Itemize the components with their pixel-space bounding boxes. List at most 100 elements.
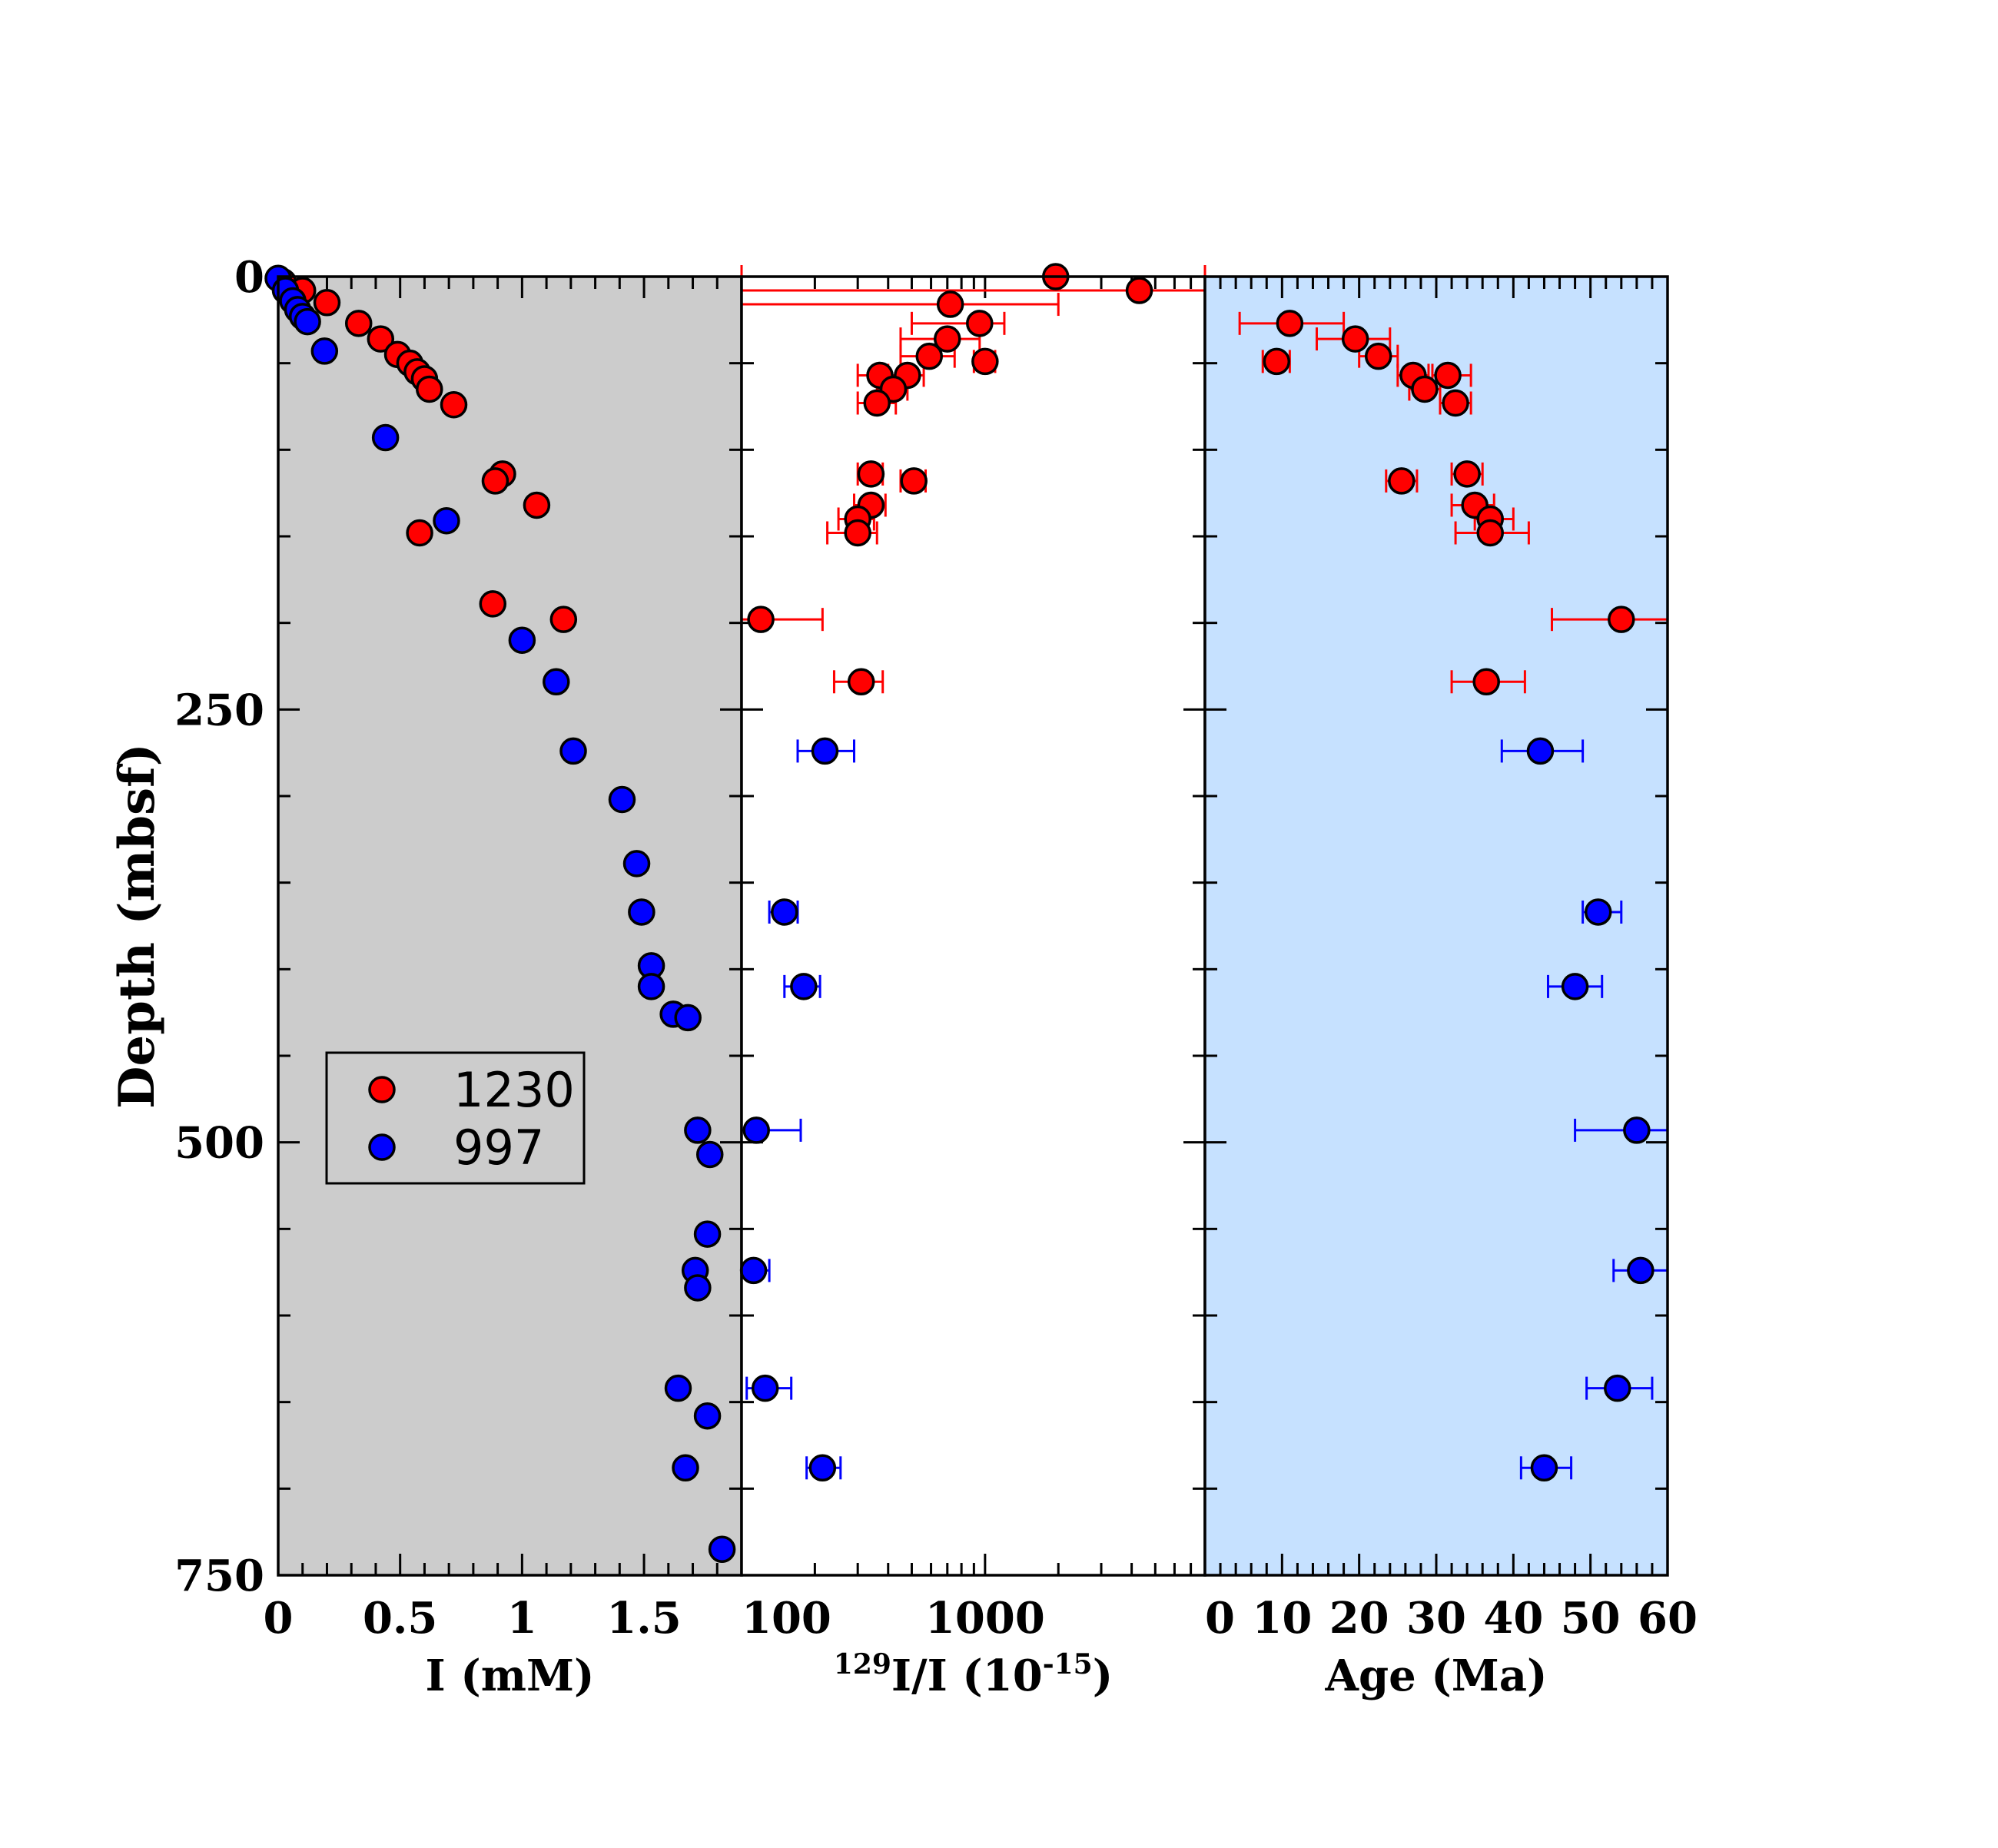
- data-point: [747, 605, 775, 633]
- data-point: [693, 1402, 722, 1430]
- data-point: [1341, 325, 1369, 353]
- data-point: [900, 467, 928, 495]
- data-point: [684, 1274, 712, 1302]
- data-point: [844, 519, 871, 547]
- data-point: [771, 898, 798, 926]
- panel-background: [742, 277, 1205, 1575]
- x-tick-label: 0.5: [363, 1593, 437, 1644]
- data-point: [1627, 1256, 1654, 1285]
- data-point: [934, 325, 961, 353]
- data-point: [406, 519, 433, 547]
- data-point: [294, 307, 321, 336]
- series-997: [1500, 737, 1669, 1482]
- data-point: [915, 342, 943, 370]
- data-point: [313, 289, 341, 317]
- y-axis-label: Depth (mbsf): [108, 743, 166, 1109]
- data-point: [1526, 737, 1555, 765]
- x-tick-label: 10: [1252, 1593, 1312, 1644]
- data-point: [608, 785, 636, 814]
- data-point: [1604, 1374, 1631, 1402]
- data-point: [371, 423, 400, 452]
- data-point: [1584, 898, 1612, 926]
- data-point: [481, 467, 509, 495]
- data-point: [637, 973, 665, 1000]
- data-point: [1472, 668, 1500, 696]
- x-tick-label: 1: [507, 1593, 537, 1644]
- legend-box: [325, 1051, 586, 1185]
- data-point: [1388, 467, 1416, 495]
- panel-background: [1205, 277, 1668, 1575]
- x-axis-label: 129I/I (10-15): [834, 1648, 1113, 1701]
- data-point: [479, 590, 507, 618]
- data-point: [523, 491, 551, 519]
- x-tick-label: 60: [1638, 1593, 1698, 1644]
- x-axis-label: I (mM): [426, 1651, 595, 1701]
- data-point: [344, 310, 373, 337]
- data-point: [936, 290, 964, 318]
- x-tick-label: 30: [1406, 1593, 1466, 1644]
- panel-background: [278, 277, 742, 1575]
- data-point: [1276, 310, 1304, 337]
- data-point: [672, 1454, 699, 1482]
- data-point: [628, 898, 655, 926]
- data-point: [310, 337, 339, 365]
- data-point: [693, 1220, 722, 1248]
- x-tick-label: 0: [1205, 1593, 1235, 1644]
- data-point: [1608, 605, 1635, 633]
- data-point: [1561, 973, 1589, 1000]
- data-point: [1476, 519, 1504, 547]
- data-point: [684, 1116, 712, 1144]
- legend-label: 1230: [453, 1062, 575, 1118]
- data-point: [1263, 347, 1291, 376]
- data-point: [1411, 375, 1439, 403]
- data-point: [416, 375, 443, 403]
- data-point: [790, 973, 818, 1000]
- x-tick-label: 50: [1561, 1593, 1621, 1644]
- data-point: [1453, 460, 1481, 488]
- series-1230: [1238, 310, 1669, 696]
- data-point: [708, 1535, 736, 1563]
- x-tick-label: 1.5: [606, 1593, 681, 1644]
- data-point: [1125, 277, 1153, 304]
- data-point: [622, 850, 651, 878]
- data-point: [1623, 1116, 1651, 1144]
- data-point: [863, 389, 891, 417]
- legend-marker: [368, 1133, 396, 1161]
- panel-frame: [1203, 275, 1669, 1577]
- data-point: [559, 737, 587, 765]
- data-point: [971, 347, 999, 376]
- data-point: [549, 605, 578, 633]
- data-point: [664, 1374, 692, 1402]
- data-point: [543, 668, 570, 696]
- data-point: [966, 310, 994, 337]
- data-point: [695, 1140, 724, 1169]
- data-point: [440, 390, 468, 419]
- legend-marker: [368, 1076, 396, 1103]
- y-tick-label: 750: [174, 1551, 264, 1601]
- data-point: [1365, 342, 1392, 370]
- data-point: [808, 1454, 837, 1482]
- legend-label: 997: [453, 1120, 544, 1176]
- data-point: [857, 460, 885, 488]
- data-point: [1530, 1454, 1558, 1482]
- data-point: [742, 1116, 770, 1144]
- data-point: [433, 506, 460, 535]
- y-tick-label: 500: [174, 1118, 264, 1169]
- y-tick-label: 250: [174, 685, 264, 735]
- data-point: [674, 1004, 702, 1032]
- data-point: [847, 668, 875, 696]
- y-tick-label: 0: [234, 252, 264, 303]
- data-point: [1434, 361, 1462, 390]
- x-tick-label: 40: [1483, 1593, 1543, 1644]
- data-point: [367, 325, 395, 353]
- data-point: [751, 1374, 779, 1402]
- panel-iodine: 0 0.5 1 1.5I (mM): [264, 264, 743, 1701]
- x-tick-label: 100: [742, 1593, 831, 1644]
- data-point: [739, 1256, 768, 1285]
- data-point: [1442, 389, 1469, 417]
- series-1230: [269, 268, 578, 633]
